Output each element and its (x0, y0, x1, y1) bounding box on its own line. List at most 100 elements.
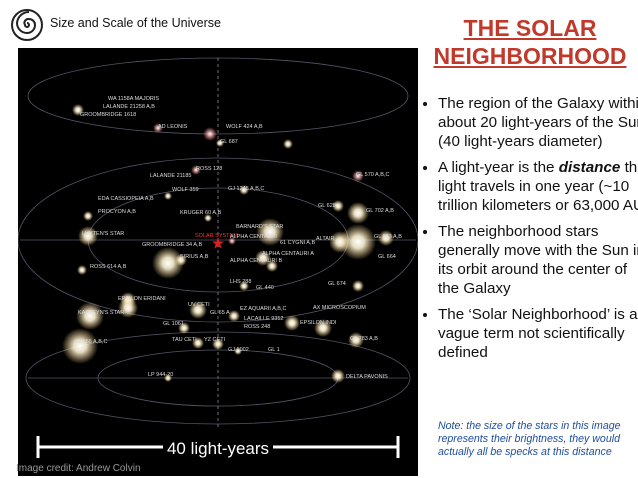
bullet-text: A light-year is the (438, 159, 559, 176)
subtitle: Size and Scale of the Universe (50, 16, 221, 30)
star-label: EPSILON ERIDANI (118, 296, 166, 302)
star-label: LUYTEN'S STAR (82, 231, 124, 237)
star-label: YZ CETI (204, 337, 226, 343)
bullet-text: The ‘Solar Neighborhood’ is a vague term… (438, 306, 638, 361)
star (239, 281, 249, 291)
star (228, 310, 240, 322)
star-label: GL 687 (220, 139, 238, 145)
star-label: GJ 1245 A,B,C (228, 186, 264, 192)
bullet: The ‘Solar Neighborhood’ is a vague term… (438, 305, 638, 362)
star-label: GL 65 A (210, 310, 230, 316)
star-label: DELTA PAVONIS (346, 374, 388, 380)
star-label: 61 CYGNI A,B (280, 240, 315, 246)
note: Note: the size of the stars in this imag… (438, 420, 621, 458)
star (352, 170, 364, 182)
star-label: SIRIUS A,B (180, 254, 209, 260)
star (283, 139, 293, 149)
star (352, 280, 364, 292)
star (228, 237, 236, 245)
star-label: EDA CASSIOPEIA A,B (98, 196, 154, 202)
star-label: GROOMBRIDGE 34 A,B (142, 242, 203, 248)
emphasis: distance (558, 159, 621, 176)
star (62, 328, 98, 364)
star (191, 165, 201, 175)
star (256, 218, 284, 246)
star-label: ALPHA CENTAURI (230, 234, 277, 240)
star (78, 226, 98, 246)
star-label: ROSS 248 (244, 324, 270, 330)
bullet: A light-year is the distance that light … (438, 158, 638, 215)
star (332, 200, 344, 212)
star-label: GL 663 A,B (374, 234, 402, 240)
star-label: GL 166 A,B,C (74, 339, 107, 345)
star (77, 265, 87, 275)
star (378, 230, 394, 246)
star-label: BARNARD'S STAR (236, 224, 283, 230)
star (83, 211, 93, 221)
bullet-text: that light travels in one year (~10 tril… (438, 159, 638, 214)
star (340, 224, 376, 260)
credit: Image credit: Andrew Colvin (16, 463, 141, 474)
star (347, 202, 369, 224)
star-label: GL 570 A,B,C (356, 172, 389, 178)
star-label: GL 674 (328, 281, 346, 287)
title: THE SOLAR NEIGHBORHOOD (433, 15, 627, 69)
star-label: GL 628 (318, 203, 336, 209)
star (76, 302, 104, 330)
bullet-text: The region of the Galaxy within about 20… (438, 95, 638, 150)
star-label: LALANDE 21258 A,B (103, 104, 155, 110)
star-label: LACAILLE 9352 (244, 316, 283, 322)
bullet-text: The neighborhood stars generally move wi… (438, 223, 638, 297)
star-label: GL 783 A,B (350, 336, 378, 342)
star-label: LHS 288 (230, 279, 251, 285)
star (284, 315, 300, 331)
star (152, 247, 184, 279)
star (164, 192, 172, 200)
star (314, 319, 332, 337)
star-label: ROSS 128 (196, 166, 222, 172)
bullet: The neighborhood stars generally move wi… (438, 222, 638, 298)
star (331, 369, 345, 383)
bullet-list: The region of the Galaxy within about 20… (424, 94, 638, 369)
scale-label: 40 light-years (167, 439, 269, 458)
star-label: GL 664 (378, 254, 396, 260)
star (348, 332, 364, 348)
star (118, 298, 138, 318)
star-label: PROCYON A,B (98, 209, 136, 215)
star-label: AX MICROSCOPIUM (313, 305, 366, 311)
star (212, 338, 224, 350)
star (204, 214, 212, 222)
star-label: LP 944-20 (148, 372, 173, 378)
star (72, 104, 84, 116)
star-label: ALPHA CENTAURI B (230, 258, 282, 264)
star-label: GL 1 (268, 347, 280, 353)
star (216, 139, 224, 147)
star (189, 301, 207, 319)
star-label: GL 440 (256, 285, 274, 291)
star-label: GL 1061 (163, 321, 184, 327)
star (239, 185, 249, 195)
star-label: GL 702 A,B (366, 208, 394, 214)
star (164, 374, 172, 382)
star (175, 254, 187, 266)
bullet: The region of the Galaxy within about 20… (438, 94, 638, 151)
star-label: ROSS 614 A,B (90, 264, 127, 270)
logo (11, 9, 43, 41)
star-label: KAPTEYN'S STAR (78, 310, 124, 316)
star-label: AD LEONIS (158, 124, 188, 130)
star (153, 123, 163, 133)
star-label: WA 1158A MAJORIS (108, 96, 159, 102)
star-label: GROOMBRIDGE 1618 (80, 112, 136, 118)
star-label: WOLF 424 A,B (226, 124, 263, 130)
star-map: WA 1158A MAJORIS LALANDE 21258 A,B GROOMBR… (18, 48, 418, 476)
star-label: LALANDE 21185 (150, 173, 191, 179)
star-label: WOLF 359 (172, 187, 199, 193)
star (203, 127, 217, 141)
star (255, 250, 271, 266)
star-label: SOLAR SYSTEM (195, 233, 238, 239)
star (192, 337, 204, 349)
star-label: TAU CETI (172, 337, 197, 343)
star-label: ALTAIR (316, 236, 334, 242)
star-label: EPSILON INDI (300, 320, 337, 326)
